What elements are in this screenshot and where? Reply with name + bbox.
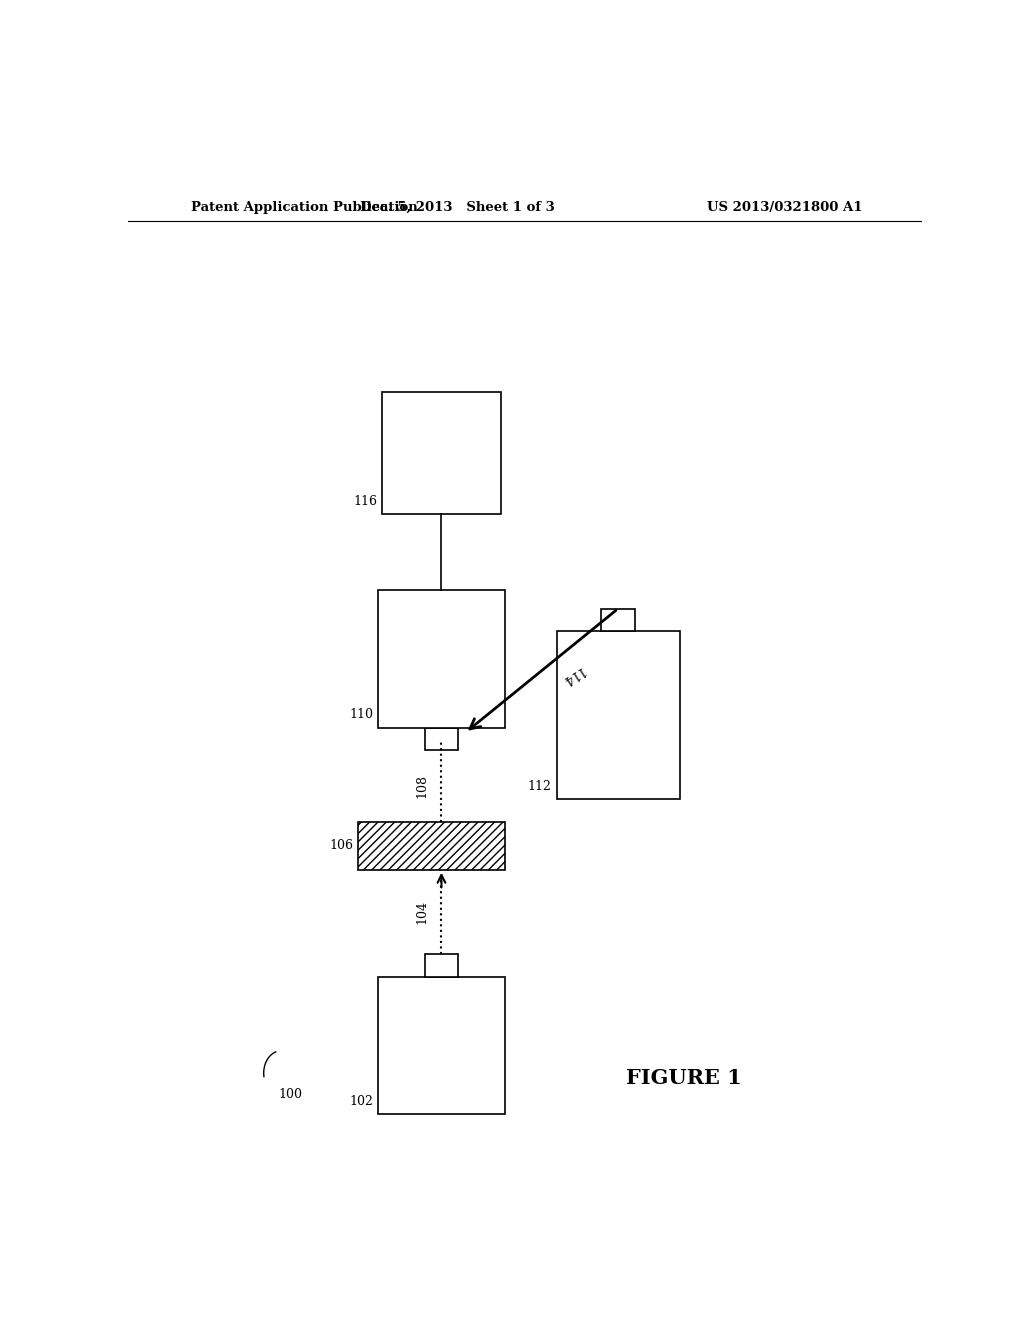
Bar — [382, 392, 501, 515]
Bar — [425, 954, 458, 977]
Text: 108: 108 — [416, 774, 429, 799]
Text: Patent Application Publication: Patent Application Publication — [191, 201, 418, 214]
Text: 100: 100 — [279, 1089, 303, 1101]
Bar — [601, 609, 635, 631]
Text: 114: 114 — [558, 664, 586, 688]
Bar — [425, 727, 458, 750]
Text: 116: 116 — [353, 495, 377, 508]
Bar — [557, 631, 680, 799]
Text: 104: 104 — [416, 900, 429, 924]
Text: 106: 106 — [330, 840, 353, 853]
Text: 112: 112 — [528, 780, 552, 792]
Text: Dec. 5, 2013   Sheet 1 of 3: Dec. 5, 2013 Sheet 1 of 3 — [360, 201, 555, 214]
Text: FIGURE 1: FIGURE 1 — [626, 1068, 741, 1088]
Bar — [378, 590, 505, 727]
Text: 102: 102 — [349, 1094, 373, 1107]
Text: US 2013/0321800 A1: US 2013/0321800 A1 — [707, 201, 862, 214]
Text: 110: 110 — [349, 709, 373, 722]
Bar — [378, 977, 505, 1114]
Bar — [358, 822, 505, 870]
